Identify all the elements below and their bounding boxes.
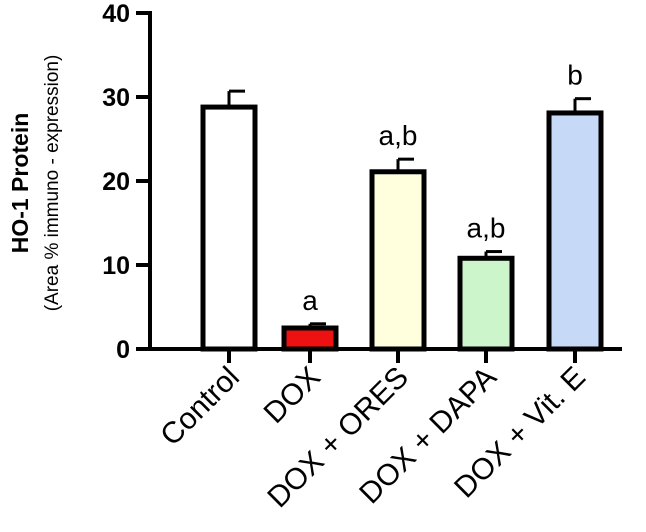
bar (546, 110, 604, 352)
y-axis-label: HO-1 Protein (7, 113, 33, 254)
significance-label: a,b (467, 213, 506, 244)
y-axis-title: HO-1 Protein (Area % immuno - expression… (7, 55, 63, 312)
y-axis: 0 10 20 30 40 (102, 0, 152, 364)
y-tick-label: 0 (116, 336, 130, 364)
y-axis-sublabel: (Area % immuno - expression) (42, 55, 63, 312)
significance-label: b (567, 60, 583, 91)
x-tick-label: Control (154, 361, 246, 453)
significance-label: a (302, 285, 318, 316)
y-tick-label: 30 (102, 84, 130, 112)
y-tick-label: 40 (102, 0, 130, 28)
bar (457, 255, 515, 352)
significance-label: a,b (379, 120, 418, 151)
y-tick-label: 10 (102, 252, 130, 280)
bar (281, 325, 339, 352)
bar (369, 169, 427, 352)
bar (200, 104, 258, 352)
bars: a a,b a,b b (200, 60, 604, 352)
y-tick-label: 20 (102, 168, 130, 196)
x-tick-label: DOX (258, 361, 327, 430)
